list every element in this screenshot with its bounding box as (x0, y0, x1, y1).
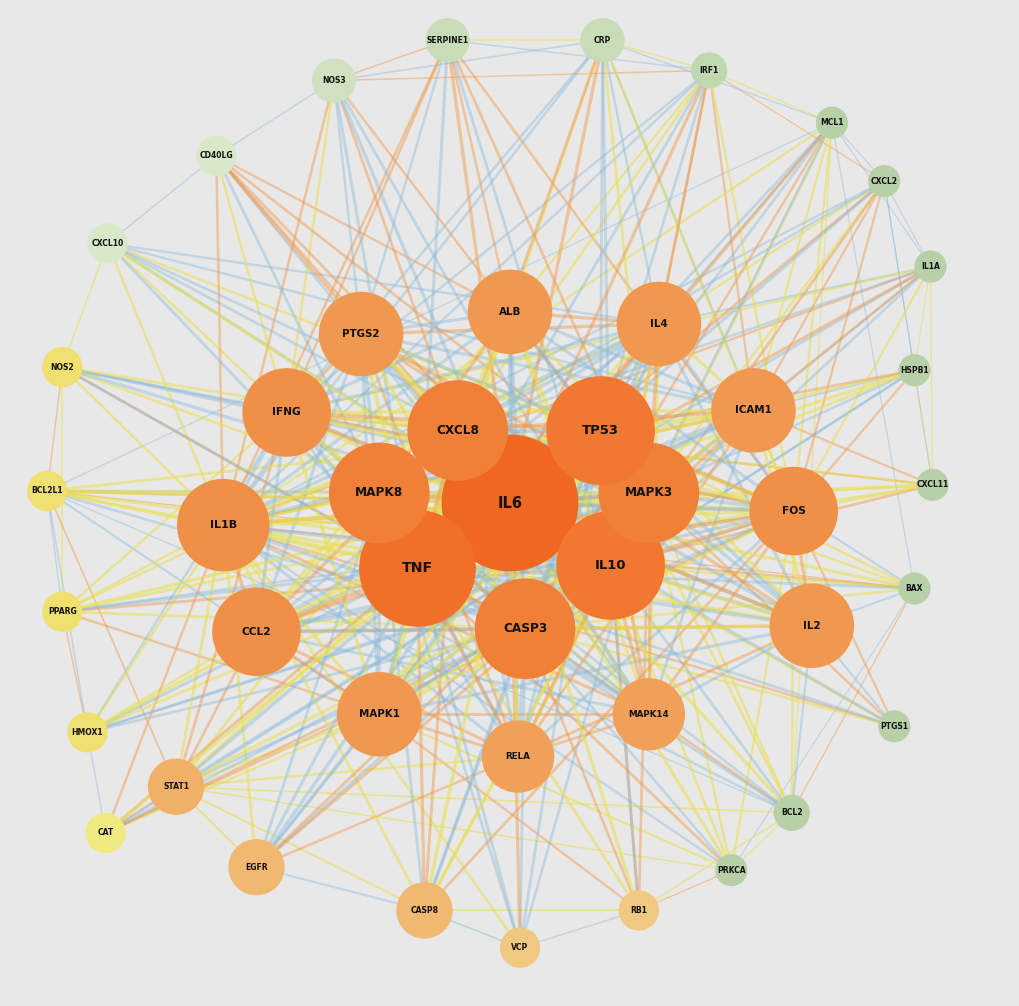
Text: CASP3: CASP3 (502, 623, 546, 635)
Text: IRF1: IRF1 (699, 66, 718, 74)
Text: ICAM1: ICAM1 (735, 405, 771, 415)
Circle shape (898, 572, 929, 605)
Circle shape (42, 347, 83, 387)
Text: FOS: FOS (781, 506, 805, 516)
Circle shape (499, 928, 540, 968)
Circle shape (328, 443, 429, 543)
Text: BAX: BAX (905, 584, 922, 593)
Text: BCL2: BCL2 (781, 809, 802, 817)
Circle shape (336, 672, 421, 757)
Circle shape (319, 292, 403, 376)
Circle shape (619, 890, 658, 931)
Text: TP53: TP53 (582, 425, 619, 437)
Text: IL4: IL4 (649, 319, 667, 329)
Text: IL10: IL10 (594, 559, 626, 571)
Text: CAT: CAT (98, 829, 113, 837)
Text: CD40LG: CD40LG (200, 152, 232, 160)
Circle shape (913, 250, 946, 283)
Circle shape (768, 583, 853, 668)
Text: STAT1: STAT1 (163, 783, 189, 791)
Circle shape (42, 592, 83, 632)
Circle shape (580, 18, 624, 62)
Text: CXCL11: CXCL11 (915, 481, 948, 489)
Circle shape (243, 368, 330, 457)
Circle shape (555, 511, 664, 620)
Circle shape (598, 443, 698, 543)
Text: PTGS2: PTGS2 (342, 329, 379, 339)
Circle shape (359, 510, 475, 627)
Circle shape (481, 720, 553, 793)
Circle shape (898, 354, 929, 386)
Text: NOS2: NOS2 (51, 363, 74, 371)
Circle shape (772, 795, 809, 831)
Text: ALB: ALB (498, 307, 521, 317)
Text: MCL1: MCL1 (819, 119, 843, 127)
Circle shape (867, 165, 900, 197)
Circle shape (312, 58, 356, 103)
Text: CXCL8: CXCL8 (436, 425, 479, 437)
Circle shape (468, 270, 551, 354)
Text: PPARG: PPARG (48, 608, 76, 616)
Text: VCP: VCP (511, 944, 528, 952)
Text: CCL2: CCL2 (242, 627, 271, 637)
Circle shape (441, 435, 578, 571)
Text: EGFR: EGFR (245, 863, 268, 871)
Text: HSPB1: HSPB1 (899, 366, 928, 374)
Text: IL6: IL6 (497, 496, 522, 510)
Text: RELA: RELA (505, 752, 530, 761)
Text: RB1: RB1 (630, 906, 647, 914)
Circle shape (86, 813, 125, 853)
Text: MAPK14: MAPK14 (628, 710, 668, 718)
Circle shape (749, 467, 838, 555)
Circle shape (815, 107, 847, 139)
Circle shape (228, 839, 284, 895)
Circle shape (714, 854, 747, 886)
Circle shape (691, 52, 727, 89)
Text: IL1A: IL1A (920, 263, 940, 271)
Text: PTGS1: PTGS1 (879, 722, 907, 730)
Text: CXCL10: CXCL10 (92, 239, 123, 247)
Text: CASP8: CASP8 (410, 906, 438, 914)
Circle shape (546, 376, 654, 485)
Text: HMOX1: HMOX1 (71, 728, 103, 736)
Text: CXCL2: CXCL2 (870, 177, 897, 185)
Circle shape (28, 471, 67, 511)
Circle shape (212, 588, 301, 676)
Circle shape (474, 578, 575, 679)
Text: PRKCA: PRKCA (716, 866, 745, 874)
Circle shape (877, 710, 910, 742)
Circle shape (612, 678, 685, 750)
Circle shape (710, 368, 795, 453)
Text: NOS3: NOS3 (322, 76, 345, 85)
Circle shape (425, 18, 470, 62)
Text: IFNG: IFNG (272, 407, 301, 417)
Text: SERPINE1: SERPINE1 (426, 36, 469, 44)
Text: BCL2L1: BCL2L1 (32, 487, 63, 495)
Text: MAPK8: MAPK8 (355, 487, 403, 499)
Circle shape (616, 282, 700, 366)
Circle shape (88, 223, 127, 264)
Text: TNF: TNF (401, 561, 433, 575)
Circle shape (148, 759, 204, 815)
Text: CRP: CRP (593, 36, 610, 44)
Circle shape (396, 882, 452, 939)
Circle shape (67, 712, 107, 752)
Circle shape (407, 380, 507, 481)
Circle shape (915, 469, 948, 501)
Text: IL1B: IL1B (210, 520, 236, 530)
Text: MAPK3: MAPK3 (625, 487, 673, 499)
Circle shape (177, 479, 269, 571)
Text: MAPK1: MAPK1 (359, 709, 399, 719)
Text: IL2: IL2 (802, 621, 819, 631)
Circle shape (196, 136, 236, 176)
